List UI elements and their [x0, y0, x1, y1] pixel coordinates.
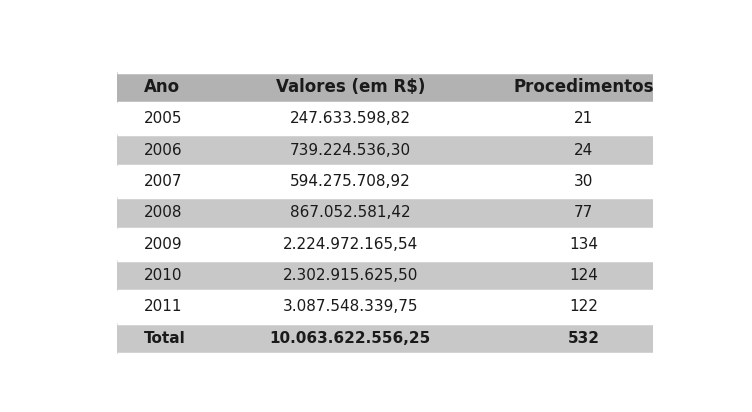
Text: 2011: 2011	[144, 300, 182, 314]
Text: 2006: 2006	[144, 143, 182, 157]
Text: 134: 134	[569, 236, 598, 252]
Text: Ano: Ano	[144, 78, 180, 96]
Bar	[117, 323, 653, 354]
Text: 30: 30	[574, 174, 593, 189]
Text: 3.087.548.339,75: 3.087.548.339,75	[283, 300, 418, 314]
Bar	[117, 103, 653, 134]
Text: 122: 122	[569, 300, 598, 314]
Text: 10.063.622.556,25: 10.063.622.556,25	[270, 331, 431, 346]
Text: 594.275.708,92: 594.275.708,92	[290, 174, 411, 189]
Bar	[117, 72, 653, 103]
Text: Procedimentos: Procedimentos	[514, 78, 653, 96]
Text: 2009: 2009	[144, 236, 182, 252]
Text: 2007: 2007	[144, 174, 182, 189]
Bar	[117, 166, 653, 197]
Text: 2008: 2008	[144, 205, 182, 220]
Bar	[117, 229, 653, 260]
Bar	[117, 291, 653, 323]
Text: 739.224.536,30: 739.224.536,30	[290, 143, 411, 157]
Text: 247.633.598,82: 247.633.598,82	[290, 111, 411, 126]
Text: 2010: 2010	[144, 268, 182, 283]
Text: Valores (em R$): Valores (em R$)	[276, 78, 425, 96]
Text: 124: 124	[569, 268, 598, 283]
Text: 21: 21	[574, 111, 593, 126]
Text: Total: Total	[144, 331, 185, 346]
Bar	[117, 197, 653, 229]
Bar	[117, 134, 653, 166]
Text: 2.302.915.625,50: 2.302.915.625,50	[283, 268, 418, 283]
Text: 867.052.581,42: 867.052.581,42	[290, 205, 411, 220]
Bar	[117, 260, 653, 291]
Text: 77: 77	[574, 205, 593, 220]
Text: 24: 24	[574, 143, 593, 157]
Text: 2005: 2005	[144, 111, 182, 126]
Text: 532: 532	[568, 331, 599, 346]
Text: 2.224.972.165,54: 2.224.972.165,54	[283, 236, 418, 252]
